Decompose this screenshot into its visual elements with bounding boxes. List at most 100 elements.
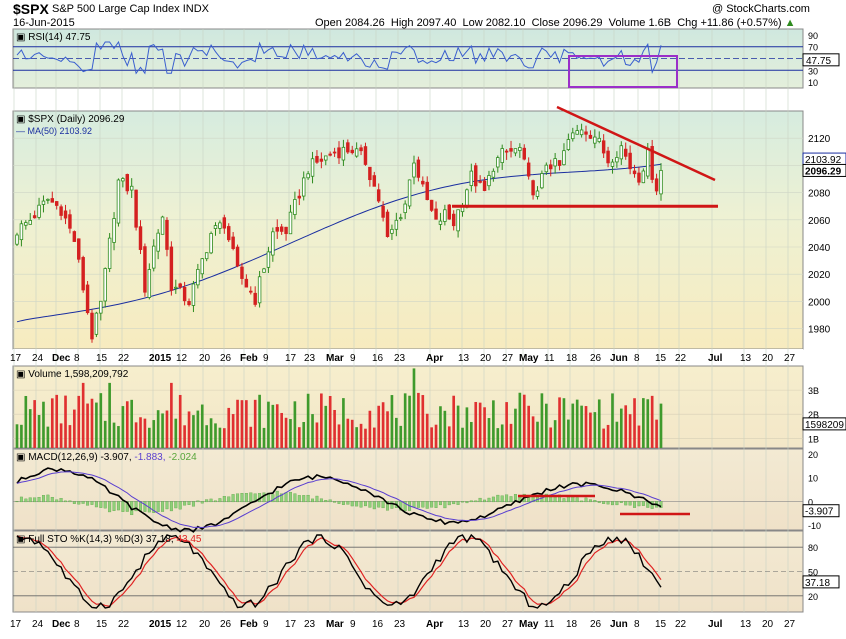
candle-body bbox=[509, 148, 513, 152]
volume-bar bbox=[408, 395, 411, 448]
volume-bar bbox=[324, 405, 328, 448]
candle-body bbox=[544, 164, 549, 173]
volume-bar bbox=[117, 426, 120, 448]
volume-bar bbox=[386, 411, 389, 448]
volume-bar bbox=[333, 409, 336, 448]
volume-bar bbox=[624, 405, 628, 448]
macd-hist-bar bbox=[77, 501, 81, 505]
x-tick-label-bottom: 15 bbox=[655, 619, 667, 630]
candle-body bbox=[434, 208, 438, 220]
macd-hist-bar bbox=[544, 493, 548, 503]
macd-hist-bar bbox=[240, 493, 244, 503]
macd-hist-bar bbox=[381, 501, 385, 509]
volume-bar bbox=[465, 407, 469, 448]
sto-k-line bbox=[16, 533, 662, 609]
macd-hist-bar bbox=[540, 497, 544, 503]
macd-hist-bar bbox=[187, 501, 191, 505]
macd-hist-bar bbox=[156, 501, 160, 512]
ma50-line bbox=[16, 163, 662, 323]
macd-hist-bar bbox=[602, 501, 606, 504]
candle-body bbox=[174, 286, 178, 289]
macd-hist-bar bbox=[659, 501, 663, 509]
x-tick-label: Mar bbox=[326, 353, 344, 364]
x-tick-label-bottom: 22 bbox=[118, 619, 130, 630]
candle-body bbox=[112, 218, 116, 243]
candle-body bbox=[138, 226, 143, 250]
volume-bar bbox=[15, 424, 19, 448]
volume-bar bbox=[178, 394, 182, 448]
macd-hist-bar bbox=[41, 495, 45, 503]
volume-bar bbox=[306, 393, 310, 448]
volume-bar bbox=[103, 420, 107, 448]
macd-panel-label: ▣ MACD(12,26,9) -3.907, -1.883, -2.024 bbox=[16, 452, 197, 463]
candle-body bbox=[240, 266, 244, 279]
candle-body bbox=[372, 175, 377, 187]
candle-body bbox=[204, 252, 209, 260]
candle-body bbox=[196, 268, 200, 286]
candle-body bbox=[249, 290, 253, 293]
candle-body bbox=[46, 198, 50, 201]
candle-body bbox=[447, 204, 451, 220]
close-label: Close bbox=[531, 17, 560, 29]
candle-body bbox=[394, 219, 399, 230]
volume-bar bbox=[289, 419, 292, 448]
vol-tick-label: 1B bbox=[808, 434, 819, 444]
macd-hist-bar bbox=[218, 498, 222, 503]
volume-bar bbox=[245, 400, 248, 448]
x-tick-label: Dec bbox=[52, 353, 71, 364]
macd-hist-bar bbox=[81, 501, 85, 504]
volume-bar bbox=[42, 401, 45, 448]
volume-bar bbox=[615, 421, 619, 448]
x-tick-label: 11 bbox=[544, 353, 555, 364]
volume-bar bbox=[659, 403, 663, 448]
macd-hist-bar bbox=[249, 492, 253, 503]
candle-body bbox=[650, 146, 654, 180]
macd-signal-line bbox=[16, 471, 662, 529]
volume-bar bbox=[505, 402, 508, 448]
macd-hist-bar bbox=[509, 496, 513, 503]
macd-hist-bar bbox=[183, 501, 187, 506]
candle-body bbox=[456, 209, 460, 232]
macd-hist-bar bbox=[465, 501, 469, 504]
macd-hist-bar bbox=[209, 498, 213, 503]
candle-body bbox=[482, 180, 487, 191]
volume-bar bbox=[112, 422, 116, 448]
volume-bar bbox=[580, 405, 583, 448]
candle-body bbox=[403, 203, 407, 214]
candle-body bbox=[465, 189, 469, 208]
rsi-highlight-box bbox=[568, 55, 678, 88]
vol-value-text: 1598209 bbox=[805, 420, 844, 431]
volume-bar bbox=[602, 428, 605, 448]
candle-body bbox=[253, 292, 257, 305]
macd-hist-bar bbox=[169, 501, 173, 512]
candle-body bbox=[266, 251, 271, 268]
volume-bar bbox=[59, 423, 63, 448]
volume-bar bbox=[474, 401, 478, 448]
volume-bar bbox=[342, 398, 345, 448]
volume-bar bbox=[655, 419, 658, 448]
ohlc-readout: Open 2084.26 High 2097.40 Low 2082.10 Cl… bbox=[315, 17, 796, 29]
x-tick-label-bottom: 8 bbox=[634, 619, 640, 630]
x-tick-label: 22 bbox=[118, 353, 130, 364]
candle-body bbox=[191, 283, 196, 306]
volume-bar bbox=[403, 393, 407, 448]
volume-bar bbox=[200, 404, 204, 448]
volume-bar bbox=[355, 427, 358, 448]
candle-body bbox=[443, 209, 447, 222]
volume-bar bbox=[514, 408, 517, 448]
macd-hist-bar bbox=[390, 501, 394, 509]
candle-body bbox=[354, 148, 359, 157]
candle-body bbox=[623, 148, 628, 157]
macd-hist-bar bbox=[456, 501, 460, 505]
candle-body bbox=[315, 155, 319, 163]
volume-bar bbox=[470, 421, 473, 448]
x-tick-label: 20 bbox=[480, 353, 492, 364]
x-tick-label-bottom: 9 bbox=[350, 619, 356, 630]
candle-body bbox=[297, 195, 302, 199]
volume-bar bbox=[86, 403, 89, 448]
sto-tick-label: 50 bbox=[808, 568, 818, 578]
volume-bar bbox=[412, 368, 416, 448]
x-tick-label-bottom: 17 bbox=[285, 619, 297, 630]
volume-value: 1.6B bbox=[648, 17, 672, 29]
